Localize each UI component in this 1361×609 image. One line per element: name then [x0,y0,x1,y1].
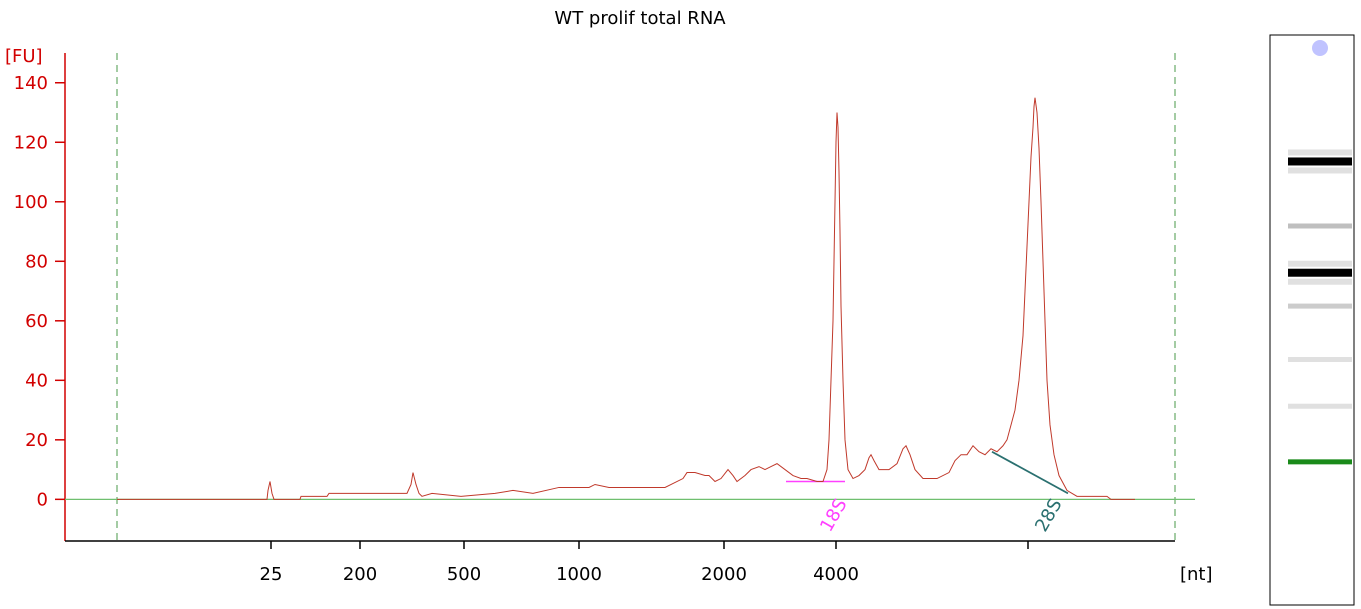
x-tick-label: 4000 [813,564,859,585]
gel-band [1288,357,1352,362]
peak-markers: 18S 28S [786,450,1069,536]
x-tick-label: 25 [260,564,283,585]
gel-band [1288,303,1352,309]
gel-band [1288,268,1352,277]
gel-band-halo [1288,278,1352,285]
y-ticks: 0 20 40 60 80 100 120 140 [14,73,65,510]
chart-title: WT prolif total RNA [554,8,726,29]
x-tick-label: 200 [343,564,377,585]
peak-18s-label: 18S [816,495,851,535]
gel-lane [1269,34,1355,606]
gel-band [1288,157,1352,166]
peak-28s-label: 28S [1031,495,1066,535]
x-tick-label: 500 [447,564,481,585]
gel-band [1288,403,1352,409]
gel-well-spot [1312,40,1328,56]
gel-band [1288,459,1352,465]
y-tick-label: 20 [25,430,48,451]
x-ticks: 25 200 500 1000 2000 4000 [260,541,1029,585]
y-tick-label: 100 [14,192,48,213]
y-tick-label: 60 [25,311,48,332]
gel-band-halo [1288,149,1352,156]
y-tick-label: 120 [14,132,48,153]
gel-band-halo [1288,167,1352,174]
y-axis-label: [FU] [5,46,43,67]
x-tick-label: 2000 [701,564,747,585]
x-tick-label: 1000 [556,564,602,585]
y-tick-label: 0 [37,489,48,510]
y-tick-label: 80 [25,251,48,272]
gel-band-halo [1288,260,1352,267]
gel-band [1288,223,1352,229]
x-axis-label: [nt] [1180,564,1213,585]
electropherogram-trace [117,97,1135,500]
y-tick-label: 40 [25,370,48,391]
y-tick-label: 140 [14,73,48,94]
peak-28s-baseline [991,450,1069,495]
gel-bands [1288,40,1352,465]
